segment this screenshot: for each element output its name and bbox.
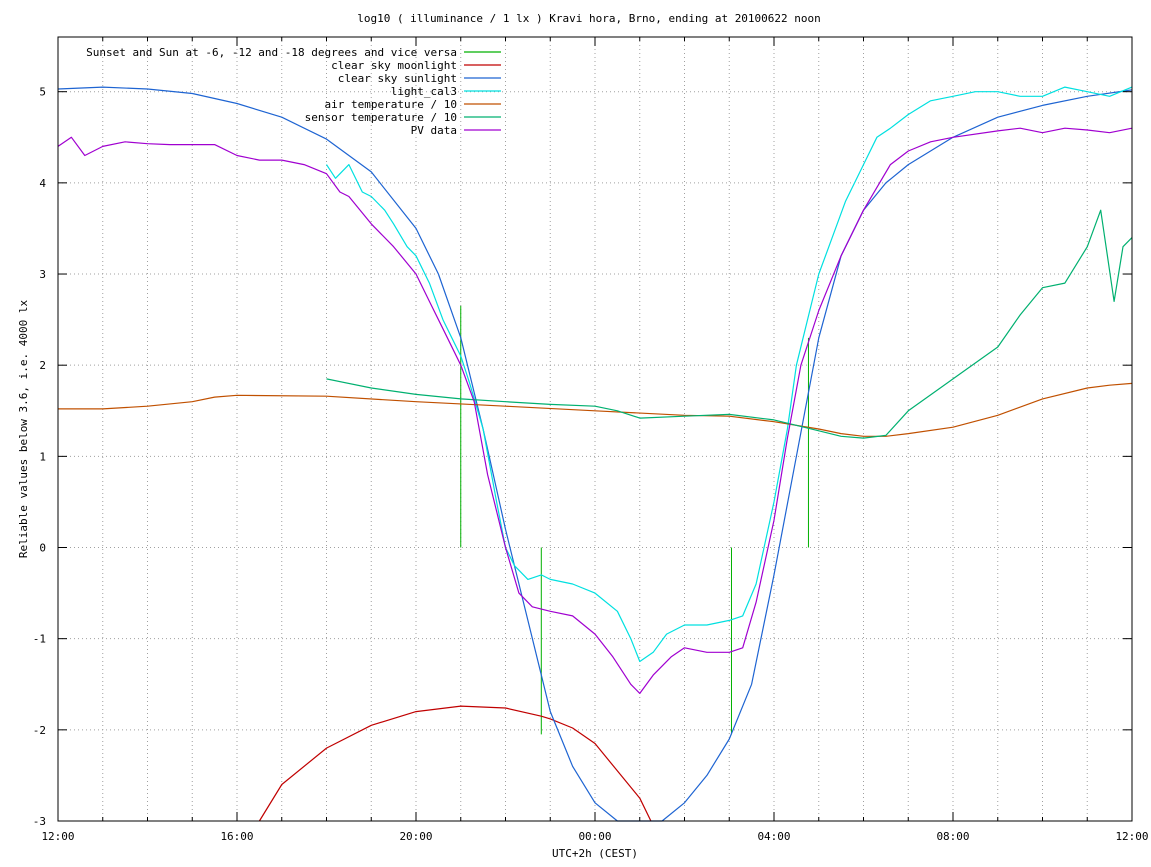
series-line xyxy=(325,86,1133,663)
series-layer xyxy=(57,86,1133,822)
x-axis-label: UTC+2h (CEST) xyxy=(552,847,638,860)
series-line xyxy=(57,127,1133,694)
legend-label: clear sky moonlight xyxy=(331,59,457,72)
x-tick-label: 00:00 xyxy=(578,830,611,843)
legend-label: clear sky sunlight xyxy=(338,72,457,85)
series-4 xyxy=(325,86,1133,663)
y-tick-label: 1 xyxy=(39,450,46,463)
legend-label: light_cal3 xyxy=(391,85,457,98)
x-tick-label: 04:00 xyxy=(757,830,790,843)
y-tick-label: -1 xyxy=(33,633,46,646)
x-tick-label: 16:00 xyxy=(220,830,253,843)
tick-layer: 12:00 16:00 20:00 00:00 04:00 08:00 12:00 -3 -2 -… xyxy=(33,37,1149,843)
x-tick-label: 20:00 xyxy=(399,830,432,843)
y-tick-label: 2 xyxy=(39,359,46,372)
y-tick-label: 3 xyxy=(39,268,46,281)
series-line xyxy=(58,382,1133,437)
y-tick-label: 5 xyxy=(39,86,46,99)
series-7 xyxy=(57,127,1133,694)
series-line xyxy=(326,209,1133,439)
grid-layer xyxy=(58,37,1132,821)
legend-label: sensor temperature / 10 xyxy=(305,111,457,124)
y-tick-label: 4 xyxy=(39,177,46,190)
x-tick-label: 12:00 xyxy=(1115,830,1148,843)
legend-label: Sunset and Sun at -6, -12 and -18 degree… xyxy=(86,46,457,59)
series-1 xyxy=(460,305,809,735)
legend: Sunset and Sun at -6, -12 and -18 degree… xyxy=(86,46,501,137)
legend-label: PV data xyxy=(411,124,457,137)
series-6 xyxy=(326,209,1133,439)
y-tick-label: -2 xyxy=(33,724,46,737)
series-5 xyxy=(58,382,1133,437)
series-2 xyxy=(258,705,652,822)
y-tick-label: 0 xyxy=(39,542,46,555)
y-tick-label: -3 xyxy=(33,815,46,828)
x-tick-label: 12:00 xyxy=(41,830,74,843)
chart-title: log10 ( illuminance / 1 lx ) Kravi hora,… xyxy=(357,12,821,25)
x-tick-label: 08:00 xyxy=(936,830,969,843)
y-axis-label: Reliable values below 3.6, i.e. 4000 lx xyxy=(17,299,30,558)
legend-label: air temperature / 10 xyxy=(325,98,457,111)
series-line xyxy=(258,705,652,822)
